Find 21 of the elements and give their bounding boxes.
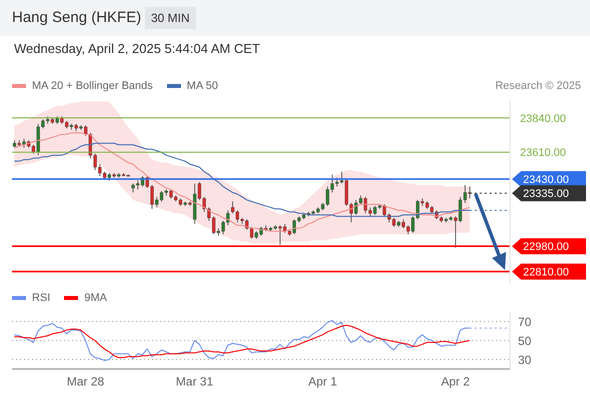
ref-line-label: 23335.00 [523,188,569,200]
legend-label: 9MA [84,292,107,304]
x-tick-label: Mar 31 [176,374,214,389]
x-tick-label: Mar 28 [66,374,105,389]
text: 30 MIN [145,7,196,29]
ref-line-label: 22810.00 [523,266,569,279]
y-tick-label: 50 [518,334,532,348]
legend-label: RSI [32,292,50,304]
legend-label: MA 50 [186,80,218,92]
y-tick-label: 70 [518,314,532,329]
ref-line-label: 22980.00 [523,241,569,254]
x-tick-label: Apr 2 [441,374,470,389]
ref-line-label: 23840.00 [520,112,566,125]
x-tick-label: Apr 1 [308,374,338,389]
text: Research © 2025 [495,80,581,92]
y-tick-label: 30 [518,352,532,367]
legend-label: MA 20 + Bollinger Bands [32,80,153,92]
chart-subtitle: Wednesday, April 2, 2025 5:44:04 AM CET [14,41,260,56]
chart-title: Hang Seng (HKFE) [12,9,142,26]
ref-line-label: 23610.00 [520,147,566,160]
ref-line-label: 23430.00 [523,174,569,186]
